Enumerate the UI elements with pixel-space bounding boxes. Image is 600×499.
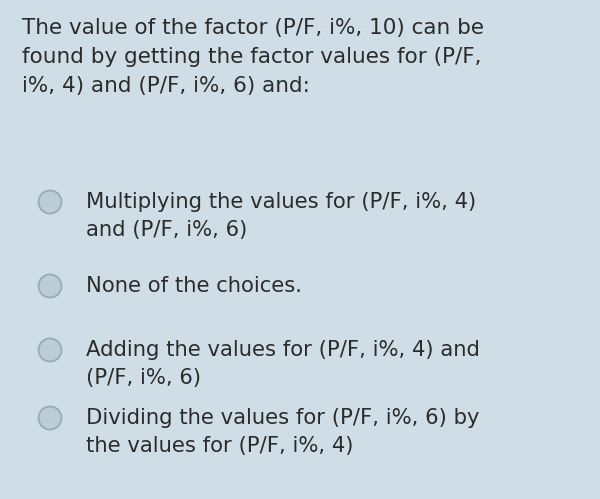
Circle shape <box>38 274 62 297</box>
Text: None of the choices.: None of the choices. <box>86 276 302 296</box>
Circle shape <box>38 191 62 214</box>
Text: Multiplying the values for (P/F, i%, 4)
and (P/F, i%, 6): Multiplying the values for (P/F, i%, 4) … <box>86 192 476 240</box>
Text: Dividing the values for (P/F, i%, 6) by
the values for (P/F, i%, 4): Dividing the values for (P/F, i%, 6) by … <box>86 408 479 456</box>
Text: Adding the values for (P/F, i%, 4) and
(P/F, i%, 6): Adding the values for (P/F, i%, 4) and (… <box>86 340 480 388</box>
Circle shape <box>38 407 62 430</box>
Circle shape <box>38 338 62 361</box>
Text: The value of the factor (P/F, i%, 10) can be
found by getting the factor values : The value of the factor (P/F, i%, 10) ca… <box>22 18 484 96</box>
